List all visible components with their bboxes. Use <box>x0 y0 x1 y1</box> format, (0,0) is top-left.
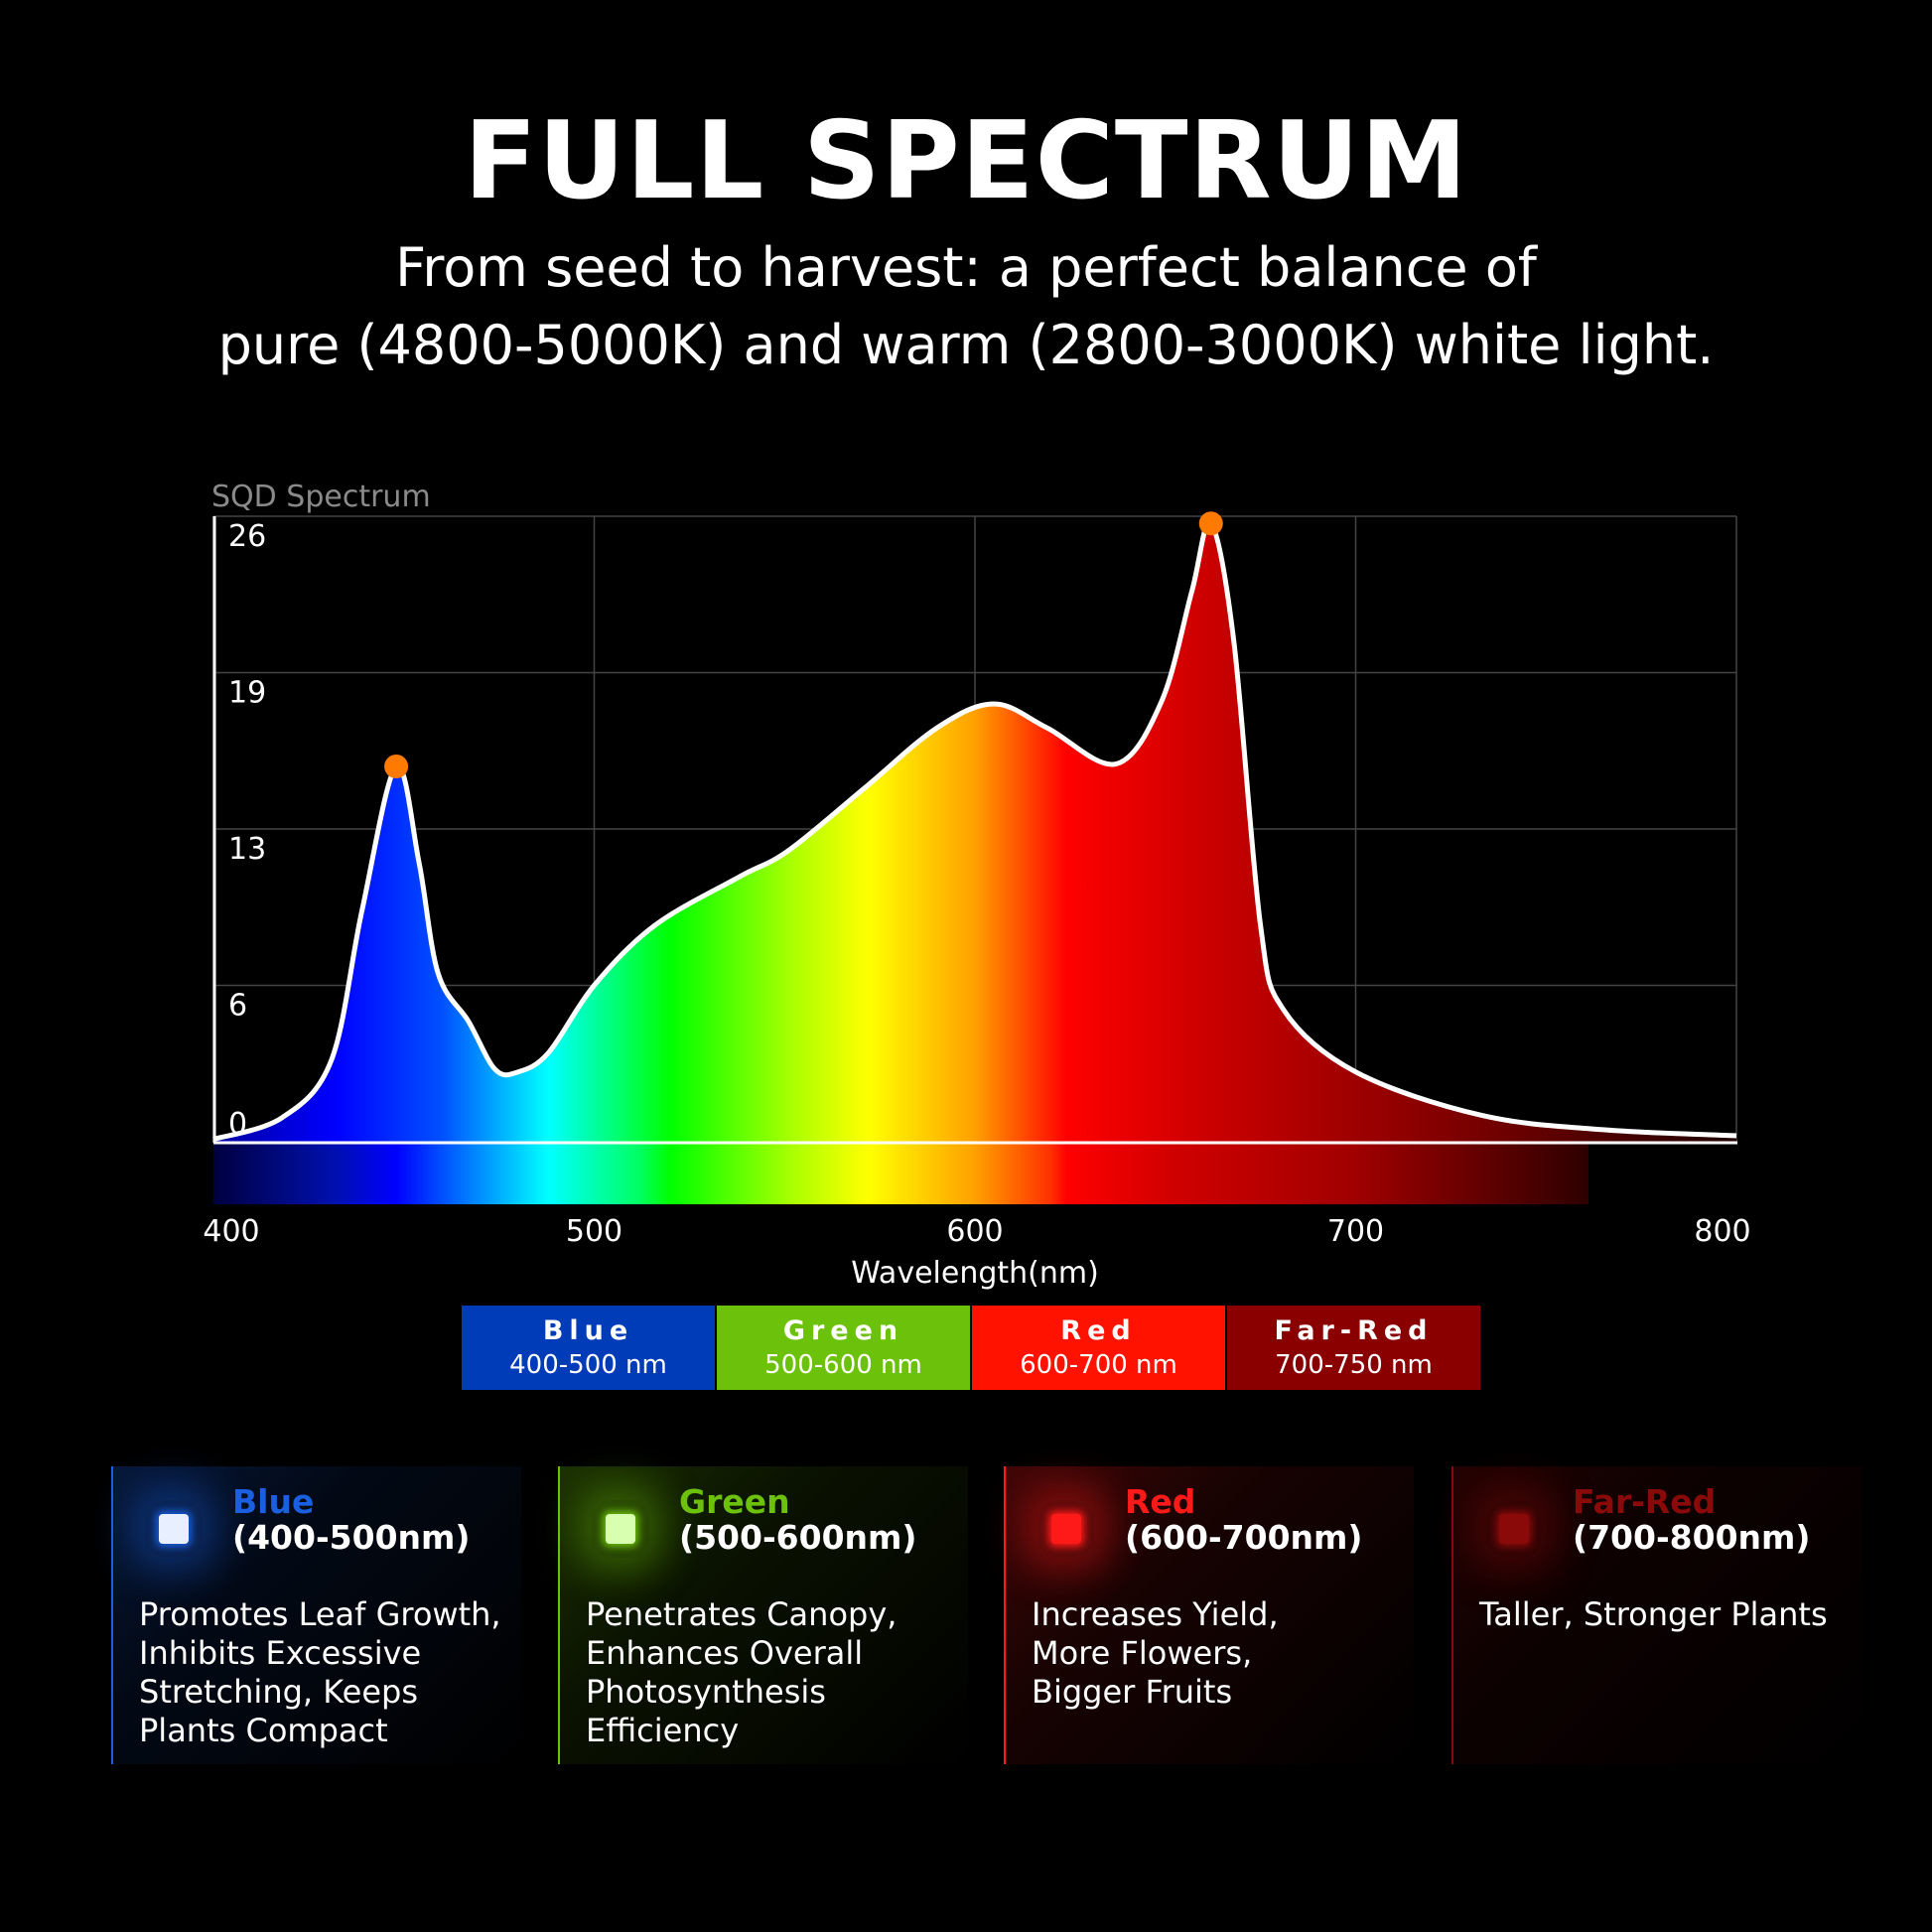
spectrum-line <box>212 519 1737 1142</box>
card-title: Red <box>1125 1482 1196 1521</box>
legend-range: 400-500 nm <box>509 1350 667 1380</box>
y-tick-label: 13 <box>228 832 266 867</box>
led-far-red-icon <box>1485 1500 1543 1558</box>
legend-item-far-red: Far-Red 700-750 nm <box>1227 1306 1480 1390</box>
x-tick-label: 400 <box>203 1214 259 1249</box>
legend-name: Green <box>782 1315 904 1346</box>
legend-name: Blue <box>542 1315 634 1346</box>
card-description: Increases Yield, More Flowers, Bigger Fr… <box>1032 1595 1279 1711</box>
chart-title: SQD Spectrum <box>211 480 431 514</box>
spectrum-color-bar <box>213 1144 1588 1204</box>
y-tick-label: 0 <box>228 1107 247 1142</box>
spectrum-chart: SQD Spectrum 400 500 600 700 800 0 6 13 19 26 Wav… <box>203 480 1750 1291</box>
y-tick-label: 6 <box>228 989 247 1024</box>
card-far-red: Far-Red (700-800nm) Taller, Stronger Plan… <box>1451 1466 1862 1764</box>
card-title: Green <box>679 1482 790 1521</box>
y-tick-label: 26 <box>228 519 266 554</box>
card-description: Taller, Stronger Plants <box>1479 1595 1828 1633</box>
legend-name: Far-Red <box>1274 1315 1434 1346</box>
legend-range: 700-750 nm <box>1275 1350 1433 1380</box>
card-range: (600-700nm) <box>1125 1518 1363 1557</box>
x-axis-label: Wavelength(nm) <box>851 1256 1099 1291</box>
led-red-icon <box>1037 1500 1095 1558</box>
peak-marker <box>384 755 409 778</box>
peak-marker <box>1198 511 1223 536</box>
card-title: Blue <box>232 1482 315 1521</box>
led-blue-icon <box>145 1500 203 1558</box>
card-blue: Blue (400-500nm) Promotes Leaf Growth, In… <box>111 1466 521 1764</box>
legend-item-red: Red 600-700 nm <box>972 1306 1225 1390</box>
card-description: Promotes Leaf Growth, Inhibits Excessive… <box>139 1595 501 1749</box>
y-tick-label: 19 <box>228 676 266 711</box>
band-legend: Blue 400-500 nm Green 500-600 nm Red 600-700 … <box>462 1306 1482 1390</box>
legend-item-green: Green 500-600 nm <box>717 1306 970 1390</box>
legend-name: Red <box>1060 1315 1137 1346</box>
card-range: (400-500nm) <box>232 1518 471 1557</box>
card-description: Penetrates Canopy, Enhances Overall Phot… <box>586 1595 897 1749</box>
subtitle-line-1: From seed to harvest: a perfect balance … <box>395 236 1537 299</box>
legend-item-blue: Blue 400-500 nm <box>462 1306 715 1390</box>
x-tick-label: 500 <box>566 1214 622 1249</box>
card-range: (700-800nm) <box>1573 1518 1811 1557</box>
subtitle-line-2: pure (4800-5000K) and warm (2800-3000K) … <box>217 314 1715 376</box>
x-tick-label: 600 <box>946 1214 1003 1249</box>
card-range: (500-600nm) <box>679 1518 917 1557</box>
page-title: FULL SPECTRUM <box>464 99 1468 223</box>
card-green: Green (500-600nm) Penetrates Canopy, Enha… <box>558 1466 968 1764</box>
card-red: Red (600-700nm) Increases Yield, More Flo… <box>1004 1466 1414 1764</box>
card-title: Far-Red <box>1573 1482 1717 1521</box>
x-tick-label: 700 <box>1327 1214 1384 1249</box>
legend-range: 500-600 nm <box>764 1350 922 1380</box>
legend-range: 600-700 nm <box>1020 1350 1177 1380</box>
led-green-icon <box>592 1500 649 1558</box>
x-tick-label: 800 <box>1694 1214 1750 1249</box>
